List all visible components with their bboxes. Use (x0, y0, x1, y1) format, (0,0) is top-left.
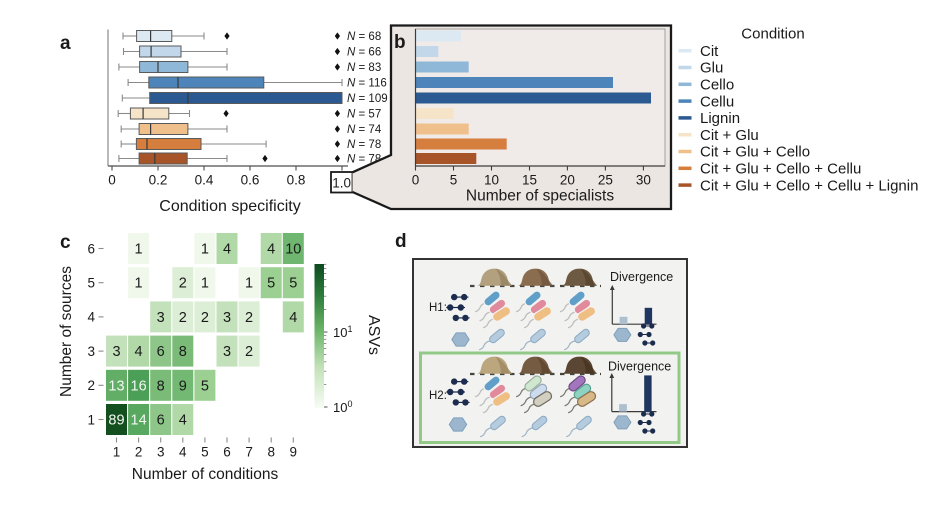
svg-text:2: 2 (201, 310, 209, 326)
svg-text:2: 2 (135, 445, 143, 460)
svg-text:9: 9 (290, 445, 298, 460)
svg-text:Number of specialists: Number of specialists (466, 188, 614, 205)
svg-text:5: 5 (289, 276, 297, 292)
svg-text:ASVs: ASVs (365, 315, 382, 355)
svg-text:2: 2 (87, 378, 95, 393)
svg-text:Cit + Glu + Cello: Cit + Glu + Cello (700, 144, 810, 161)
svg-text:7: 7 (245, 445, 253, 460)
svg-text:N = 74: N = 74 (347, 124, 382, 136)
svg-text:Lignin: Lignin (700, 110, 740, 127)
svg-text:2: 2 (245, 310, 253, 326)
svg-text:N = 116: N = 116 (347, 78, 387, 90)
svg-text:25: 25 (598, 173, 613, 188)
svg-text:Number of sources: Number of sources (58, 266, 75, 397)
svg-text:N = 68: N = 68 (347, 31, 381, 43)
svg-text:100: 100 (333, 399, 352, 415)
svg-text:Cit + Glu + Cello + Cellu + Li: Cit + Glu + Cello + Cellu + Lignin (700, 177, 918, 194)
svg-text:Condition: Condition (741, 26, 804, 43)
svg-text:b: b (394, 32, 406, 53)
svg-text:H2:: H2: (429, 390, 447, 402)
svg-text:8: 8 (267, 445, 275, 460)
svg-text:N = 83: N = 83 (347, 62, 381, 74)
svg-text:4: 4 (87, 310, 95, 325)
svg-text:3: 3 (223, 310, 231, 326)
svg-text:4: 4 (179, 445, 187, 460)
svg-text:5: 5 (201, 445, 209, 460)
svg-text:16: 16 (131, 378, 147, 394)
svg-text:1: 1 (135, 242, 143, 258)
svg-text:15: 15 (522, 173, 537, 188)
svg-text:30: 30 (636, 173, 651, 188)
svg-text:6: 6 (223, 445, 231, 460)
svg-text:6: 6 (87, 241, 95, 256)
svg-text:Condition specificity: Condition specificity (159, 198, 300, 215)
svg-text:5: 5 (87, 276, 95, 291)
svg-text:Cit + Glu + Cello + Cellu: Cit + Glu + Cello + Cellu (700, 161, 861, 178)
svg-text:Glu: Glu (700, 60, 723, 77)
svg-text:10: 10 (285, 242, 301, 258)
svg-text:1: 1 (87, 412, 95, 427)
svg-text:4: 4 (223, 242, 231, 258)
svg-text:0.2: 0.2 (149, 173, 168, 188)
svg-text:4: 4 (289, 310, 297, 326)
svg-text:d: d (395, 231, 407, 252)
svg-text:0.8: 0.8 (287, 173, 306, 188)
svg-text:Cello: Cello (700, 77, 734, 94)
svg-text:4: 4 (179, 413, 187, 429)
svg-text:5: 5 (450, 173, 458, 188)
svg-text:101: 101 (333, 324, 352, 340)
svg-text:1: 1 (201, 242, 209, 258)
svg-text:3: 3 (223, 344, 231, 360)
svg-text:3: 3 (87, 344, 95, 359)
svg-text:0: 0 (412, 173, 420, 188)
svg-text:4: 4 (267, 242, 275, 258)
svg-text:2: 2 (179, 310, 187, 326)
svg-text:N = 109: N = 109 (347, 93, 388, 105)
svg-text:Number of conditions: Number of conditions (132, 466, 279, 483)
svg-text:5: 5 (201, 378, 209, 394)
svg-text:3: 3 (157, 445, 165, 460)
svg-text:Cellu: Cellu (700, 93, 734, 110)
svg-text:8: 8 (157, 378, 165, 394)
svg-text:H1:: H1: (429, 302, 447, 314)
svg-text:14: 14 (131, 413, 147, 429)
svg-text:Cit + Glu: Cit + Glu (700, 127, 759, 144)
svg-text:5: 5 (267, 276, 275, 292)
svg-text:3: 3 (157, 310, 165, 326)
svg-text:0.6: 0.6 (241, 173, 260, 188)
svg-text:N = 66: N = 66 (347, 47, 381, 59)
svg-text:N = 57: N = 57 (347, 109, 381, 121)
svg-text:1: 1 (245, 276, 253, 292)
svg-text:1: 1 (113, 445, 121, 460)
svg-text:1: 1 (135, 276, 143, 292)
svg-text:1: 1 (201, 276, 209, 292)
svg-text:N = 78: N = 78 (347, 139, 381, 151)
svg-text:1.0: 1.0 (332, 175, 351, 190)
svg-text:0.4: 0.4 (195, 173, 214, 188)
svg-text:2: 2 (245, 344, 253, 360)
svg-text:a: a (60, 33, 71, 54)
svg-text:Divergence: Divergence (608, 360, 671, 374)
svg-text:10: 10 (484, 173, 499, 188)
svg-text:6: 6 (157, 413, 165, 429)
svg-text:89: 89 (108, 413, 124, 429)
svg-text:c: c (60, 232, 71, 253)
svg-text:Cit: Cit (700, 43, 719, 60)
svg-text:13: 13 (108, 378, 124, 394)
svg-text:3: 3 (112, 344, 120, 360)
svg-text:4: 4 (135, 344, 143, 360)
svg-text:8: 8 (179, 344, 187, 360)
svg-text:6: 6 (157, 344, 165, 360)
svg-text:0: 0 (108, 173, 116, 188)
svg-text:9: 9 (179, 378, 187, 394)
svg-text:Divergence: Divergence (610, 270, 673, 284)
svg-text:20: 20 (560, 173, 575, 188)
svg-text:2: 2 (179, 276, 187, 292)
